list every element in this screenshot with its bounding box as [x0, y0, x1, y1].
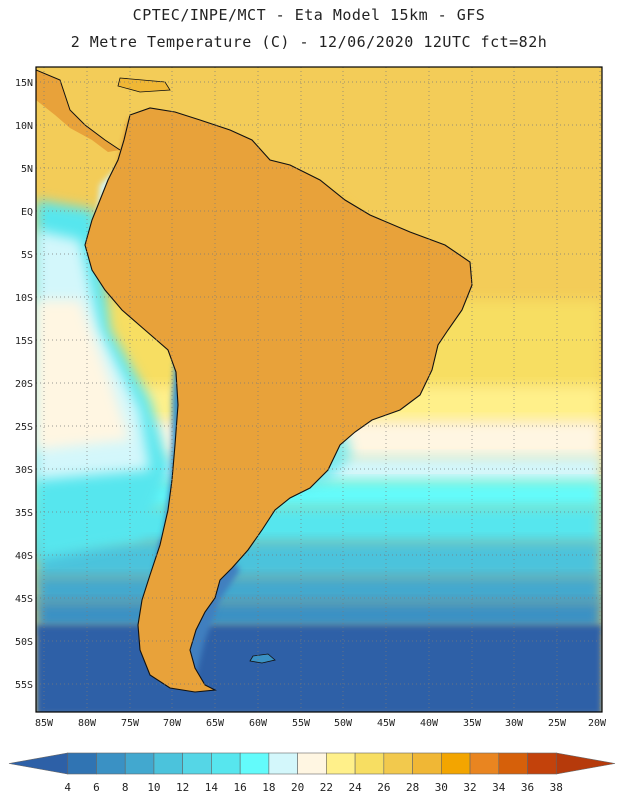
lon-label: 25W — [548, 718, 567, 729]
colorbar-swatch — [555, 752, 616, 775]
colorbar-label: 36 — [521, 781, 534, 794]
colorbar-swatch — [326, 752, 356, 775]
colorbar-swatch — [211, 752, 241, 775]
map-frame — [35, 66, 603, 713]
colorbar-swatch — [297, 752, 327, 775]
colorbar-swatch — [124, 752, 155, 775]
lon-label: 75W — [121, 718, 140, 729]
colorbar-swatch — [527, 752, 557, 775]
lon-label: 85W — [35, 718, 54, 729]
longitude-labels: 85W 80W 75W 70W 65W 60W 55W 50W 45W 40W … — [35, 718, 607, 729]
colorbar: 4 6 8 10 12 14 16 18 20 22 24 26 28 30 32 34 36 38 — [8, 752, 616, 794]
lon-label: 20W — [588, 718, 607, 729]
colorbar-swatch — [412, 752, 442, 775]
colorbar-swatch — [354, 752, 385, 775]
lat-label: 40S — [15, 551, 33, 562]
colorbar-label: 28 — [406, 781, 419, 794]
colorbar-label: 32 — [463, 781, 476, 794]
lat-label: EQ — [21, 207, 33, 218]
lon-label: 80W — [78, 718, 97, 729]
colorbar-label: 24 — [348, 781, 362, 794]
colorbar-label: 22 — [320, 781, 333, 794]
colorbar-swatch — [8, 752, 69, 775]
lat-label: 20S — [15, 379, 33, 390]
colorbar-label: 10 — [147, 781, 160, 794]
lat-label: 30S — [15, 465, 33, 476]
colorbar-swatch — [96, 752, 126, 775]
lat-label: 5N — [21, 164, 33, 175]
temperature-field — [36, 67, 602, 712]
lon-label: 70W — [163, 718, 182, 729]
lat-label: 45S — [15, 594, 33, 605]
lon-label: 50W — [334, 718, 353, 729]
lon-label: 65W — [206, 718, 225, 729]
colorbar-label: 16 — [234, 781, 247, 794]
lat-label: 5S — [21, 250, 33, 261]
lat-label: 15N — [15, 78, 33, 89]
colorbar-label: 6 — [93, 781, 100, 794]
colorbar-swatch — [239, 752, 270, 775]
colorbar-label: 4 — [64, 781, 71, 794]
latitude-labels: 15N 10N 5N EQ 5S 10S 15S 20S 25S 30S 35S… — [15, 78, 33, 691]
lon-label: 40W — [420, 718, 439, 729]
lon-label: 35W — [463, 718, 482, 729]
map-title-line1: CPTEC/INPE/MCT - Eta Model 15km - GFS — [132, 6, 486, 24]
colorbar-label: 20 — [291, 781, 304, 794]
lat-label: 35S — [15, 508, 33, 519]
lat-label: 15S — [15, 336, 33, 347]
colorbar-swatch — [153, 752, 183, 775]
colorbar-label: 30 — [435, 781, 448, 794]
colorbar-label: 26 — [377, 781, 390, 794]
colorbar-swatch — [268, 752, 298, 775]
colorbar-swatch — [67, 752, 97, 775]
lon-label: 45W — [377, 718, 396, 729]
colorbar-label: 38 — [550, 781, 563, 794]
lon-label: 60W — [249, 718, 268, 729]
colorbar-swatch — [383, 752, 413, 775]
lat-label: 10S — [15, 293, 33, 304]
lon-label: 30W — [505, 718, 524, 729]
lat-label: 10N — [15, 121, 33, 132]
colorbar-label: 34 — [492, 781, 506, 794]
lat-label: 50S — [15, 637, 33, 648]
lat-label: 25S — [15, 422, 33, 433]
colorbar-swatch — [498, 752, 528, 775]
colorbar-swatch — [441, 752, 471, 775]
colorbar-label: 12 — [176, 781, 189, 794]
map-title-line2: 2 Metre Temperature (C) - 12/06/2020 12U… — [70, 33, 548, 51]
colorbar-label: 18 — [262, 781, 275, 794]
colorbar-label: 8 — [122, 781, 129, 794]
lat-label: 55S — [15, 680, 33, 691]
colorbar-label: 14 — [205, 781, 219, 794]
colorbar-swatch — [182, 752, 212, 775]
colorbar-swatch — [469, 752, 500, 775]
lon-label: 55W — [292, 718, 311, 729]
